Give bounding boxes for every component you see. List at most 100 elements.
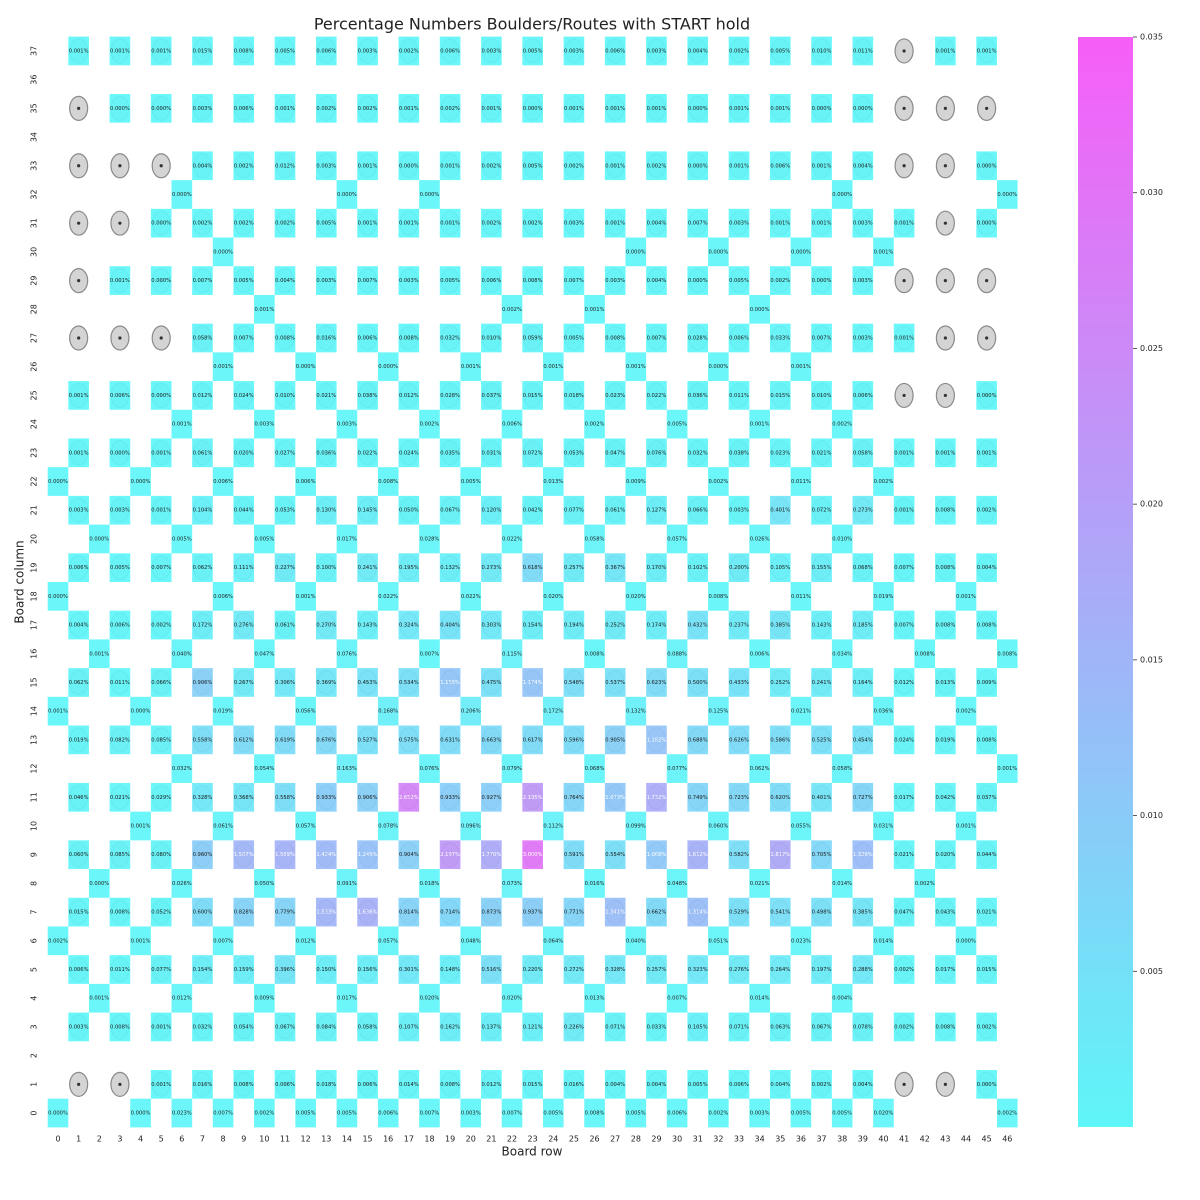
heatmap-cell [336, 180, 358, 209]
cell-label: 0.432% [688, 623, 708, 629]
heatmap-cell [130, 811, 151, 841]
cell-label: 0.015% [523, 1082, 543, 1088]
heatmap-cell [996, 180, 1018, 209]
heatmap-cell [666, 409, 688, 439]
cell-label: 0.008% [275, 336, 295, 342]
cell-label: 0.052% [151, 910, 171, 916]
cell-label: 0.764% [564, 795, 584, 801]
cell-label: 0.172% [193, 623, 213, 629]
heatmap-cell [935, 840, 956, 870]
heatmap-cell [88, 524, 110, 554]
cell-label: 0.619% [275, 737, 295, 743]
cell-label: 0.003% [316, 163, 336, 169]
cell-label: 0.002% [647, 163, 667, 169]
cell-label: 0.933% [316, 795, 336, 801]
cell-label: 0.019% [874, 594, 894, 600]
cell-label: 0.000% [708, 249, 728, 255]
y-tick-label: 34 [30, 132, 39, 142]
x-tick-label: 16 [383, 1135, 393, 1144]
colorbar-tick-label: 0.010 [1140, 811, 1163, 820]
cell-label: 0.404% [440, 623, 460, 629]
cell-label: 0.006% [440, 48, 460, 54]
heatmap-cell [274, 955, 296, 984]
heatmap-cell [749, 524, 770, 554]
cell-label: 0.079% [502, 766, 522, 772]
heatmap-cell [192, 151, 213, 181]
cell-label: 0.006% [750, 651, 770, 657]
cell-label: 0.001% [275, 106, 295, 112]
cell-label: 0.080% [151, 852, 171, 858]
cell-label: 0.154% [523, 623, 543, 629]
heatmap-cell [315, 36, 337, 66]
hold-bolt [943, 221, 947, 225]
cell-label: 0.006% [358, 1082, 378, 1088]
heatmap-cell [976, 668, 997, 697]
heatmap-cell [357, 381, 378, 410]
heatmap-cell [171, 409, 193, 439]
cell-label: 0.047% [894, 910, 914, 916]
cell-label: 0.012% [296, 938, 316, 944]
heatmap-cell [398, 668, 420, 697]
heatmap-cell [357, 266, 378, 295]
cell-label: 0.018% [564, 393, 584, 399]
cell-label: 0.048% [461, 938, 481, 944]
cell-label: 0.000% [812, 278, 832, 284]
cell-label: 1.182% [647, 737, 667, 743]
hold-bolt [77, 336, 81, 340]
cell-label: 0.032% [172, 766, 192, 772]
heatmap-cell [357, 438, 378, 468]
heatmap-cell [130, 696, 151, 726]
cell-label: 0.324% [399, 623, 419, 629]
cell-label: 0.714% [440, 910, 460, 916]
heatmap-cell [398, 266, 420, 295]
cell-label: 0.000% [131, 709, 151, 715]
heatmap-cell [873, 926, 894, 956]
heatmap-cell [481, 438, 502, 468]
heatmap-cell [481, 610, 502, 640]
heatmap-cell [625, 237, 647, 267]
cell-label: 0.020% [874, 1111, 894, 1117]
heatmap-cell [852, 381, 874, 410]
cell-label: 0.011% [729, 393, 749, 399]
heatmap-cell [109, 36, 131, 66]
heatmap-cell [976, 782, 997, 812]
heatmap-cell [481, 94, 502, 123]
cell-label: 0.028% [420, 536, 440, 542]
heatmap-cell [563, 208, 585, 238]
cell-label: 0.007% [894, 623, 914, 629]
heatmap-cell [68, 955, 89, 984]
heatmap-cell [625, 467, 647, 496]
cell-label: 0.200% [729, 565, 749, 571]
cell-label: 0.032% [688, 450, 708, 456]
heatmap-cell [377, 582, 399, 611]
heatmap-cell [811, 36, 832, 66]
cell-label: 0.076% [647, 450, 667, 456]
heatmap-cell [315, 955, 337, 984]
y-tick-label: 21 [30, 505, 39, 515]
cell-label: 0.001% [69, 450, 89, 456]
heatmap-cell [47, 467, 69, 496]
heatmap-cell [419, 1098, 440, 1128]
heatmap-cell [563, 955, 585, 984]
heatmap-cell [315, 668, 337, 697]
heatmap-cell [522, 553, 543, 582]
cell-label: 0.076% [337, 651, 357, 657]
cell-label: 0.032% [440, 336, 460, 342]
cell-label: 0.011% [110, 680, 130, 686]
heatmap-cell [852, 36, 874, 66]
cell-label: 0.626% [729, 737, 749, 743]
x-tick-label: 12 [301, 1135, 311, 1144]
cell-label: 0.033% [770, 336, 790, 342]
cell-label: 0.063% [770, 1024, 790, 1030]
cell-label: 0.047% [254, 651, 274, 657]
x-tick-label: 36 [796, 1135, 806, 1144]
cell-label: 0.020% [626, 594, 646, 600]
cell-label: 0.005% [688, 1082, 708, 1088]
heatmap-cell [315, 208, 337, 238]
heatmap-cell [728, 36, 750, 66]
heatmap-cell [233, 94, 255, 123]
heatmap-cell [584, 524, 605, 554]
cell-label: 0.006% [213, 479, 233, 485]
cell-label: 0.008% [935, 623, 955, 629]
heatmap-cell [439, 36, 461, 66]
